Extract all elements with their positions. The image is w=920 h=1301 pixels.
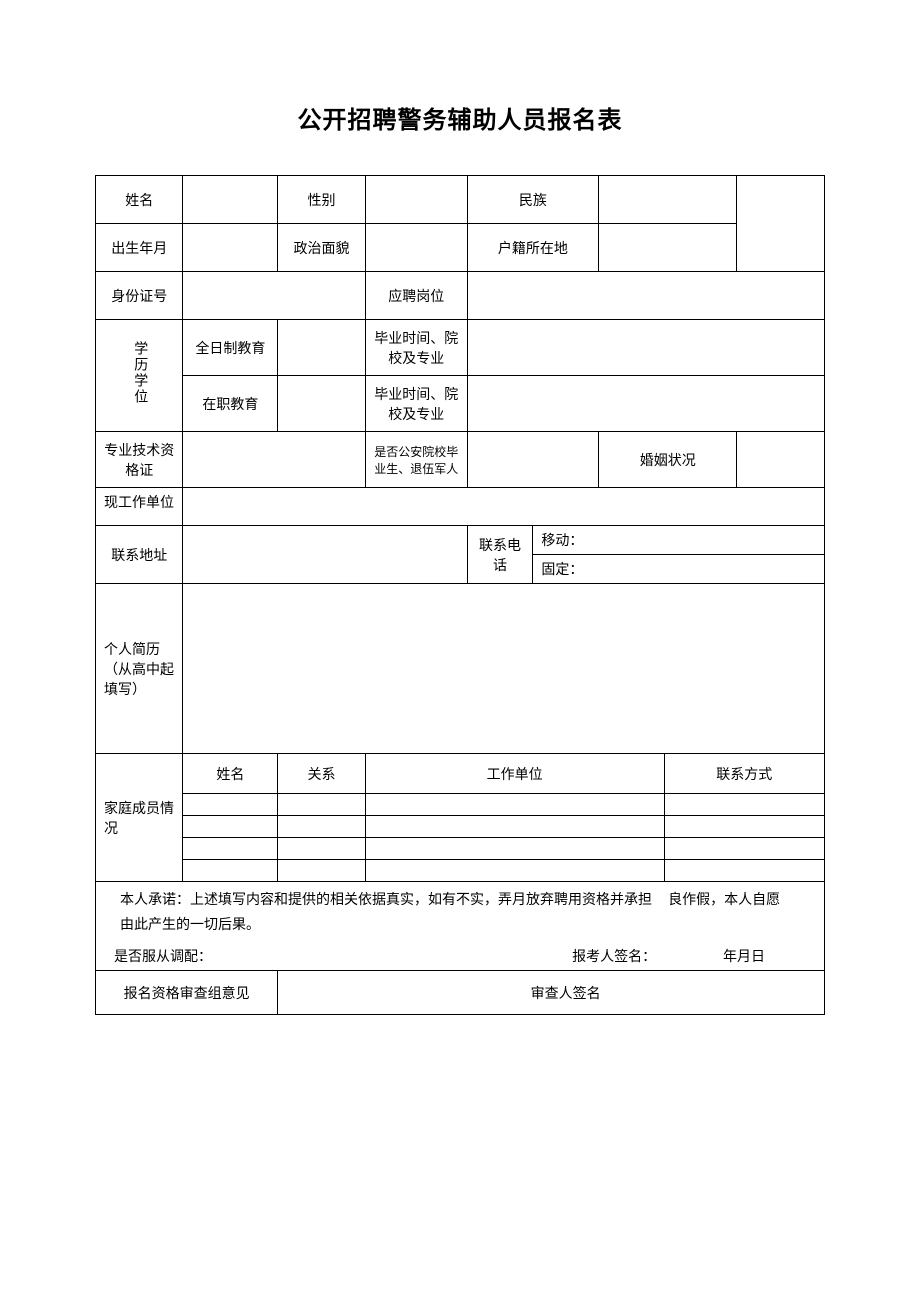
field-pro-cert[interactable] [183,432,365,488]
label-date: 年月日 [664,942,824,971]
field-police-grad[interactable] [467,432,598,488]
label-hukou: 户籍所在地 [467,224,598,272]
field-birth[interactable] [183,224,278,272]
label-inservice-edu: 在职教育 [183,376,278,432]
field-gender[interactable] [365,176,467,224]
field-fam2-name[interactable] [183,816,278,838]
label-marital: 婚姻状况 [598,432,737,488]
label-contact-addr: 联系地址 [96,526,183,584]
label-fulltime-edu: 全日制教育 [183,320,278,376]
field-fam4-workplace[interactable] [365,860,664,882]
field-fam3-contact[interactable] [664,838,824,860]
label-idnum: 身份证号 [96,272,183,320]
field-hukou[interactable] [598,224,737,272]
label-landline: 固定： [533,555,825,584]
field-grad-info-1[interactable] [467,320,824,376]
field-grad-info-2[interactable] [467,376,824,432]
field-fam3-name[interactable] [183,838,278,860]
label-police-grad: 是否公安院校毕业生、退伍军人 [365,432,467,488]
label-pro-cert: 专业技术资格证 [96,432,183,488]
label-current-employer: 现工作单位 [96,488,183,526]
field-fam3-workplace[interactable] [365,838,664,860]
field-resume[interactable] [183,584,825,754]
declaration-right-text: 良作假，本人自愿 [664,882,824,943]
field-political[interactable] [365,224,467,272]
field-fam1-workplace[interactable] [365,794,664,816]
label-reviewer-sign: 审查人签名 [467,971,664,1015]
label-grad-info-1: 毕业时间、院校及专业 [365,320,467,376]
field-fam1-contact[interactable] [664,794,824,816]
field-fam4-relation[interactable] [278,860,365,882]
field-fulltime-edu[interactable] [278,320,365,376]
field-contact-addr[interactable] [183,526,467,584]
field-current-employer[interactable] [183,488,825,526]
label-obey-assign: 是否服从调配： [96,942,366,971]
label-name: 姓名 [96,176,183,224]
label-resume: 个人简历（从高中起填写） [96,584,183,754]
field-fam4-contact[interactable] [664,860,824,882]
field-fam2-relation[interactable] [278,816,365,838]
form-title: 公开招聘警务辅助人员报名表 [95,100,825,135]
field-name[interactable] [183,176,278,224]
label-fam-name: 姓名 [183,754,278,794]
field-inservice-edu[interactable] [278,376,365,432]
label-family: 家庭成员情况 [96,754,183,882]
field-fam2-contact[interactable] [664,816,824,838]
label-gender: 性别 [278,176,365,224]
field-fam4-name[interactable] [183,860,278,882]
label-ethnicity: 民族 [467,176,598,224]
registration-form-table: 姓名 性别 民族 出生年月 政治面貌 户籍所在地 身份证号 应聘岗位 学历学位 [95,175,825,1015]
field-position[interactable] [467,272,824,320]
field-fam1-name[interactable] [183,794,278,816]
label-applicant-sign: 报考人签名： [365,942,664,971]
label-edu-group: 学历学位 [96,320,183,432]
label-fam-workplace: 工作单位 [365,754,664,794]
field-fam2-workplace[interactable] [365,816,664,838]
label-political: 政治面貌 [278,224,365,272]
field-fam1-relation[interactable] [278,794,365,816]
label-birth: 出生年月 [96,224,183,272]
field-idnum[interactable] [183,272,365,320]
label-review-group: 报名资格审查组意见 [96,971,278,1015]
field-marital[interactable] [737,432,825,488]
label-contact-phone: 联系电话 [467,526,533,584]
field-photo[interactable] [737,176,825,272]
label-position: 应聘岗位 [365,272,467,320]
field-review-opinion[interactable] [278,971,468,1015]
label-fam-relation: 关系 [278,754,365,794]
declaration-main-text: 本人承诺：上述填写内容和提供的相关依据真实，如有不实，弄月放弃聘用资格并承担由此… [96,882,665,943]
label-mobile: 移动： [533,526,825,555]
field-reviewer-sign[interactable] [664,971,824,1015]
label-fam-contact: 联系方式 [664,754,824,794]
field-ethnicity[interactable] [598,176,737,224]
label-grad-info-2: 毕业时间、院校及专业 [365,376,467,432]
field-fam3-relation[interactable] [278,838,365,860]
